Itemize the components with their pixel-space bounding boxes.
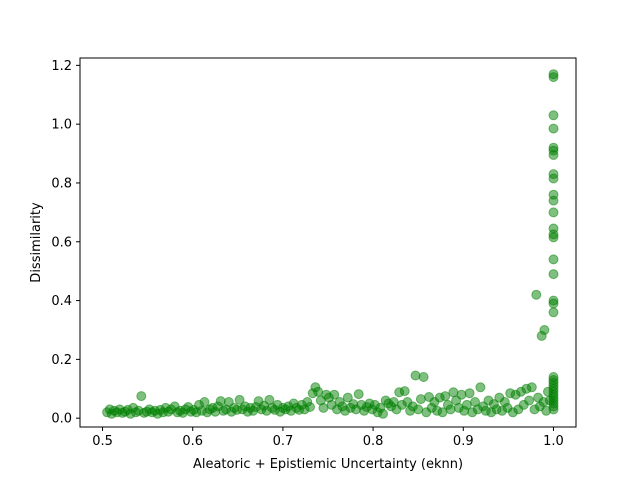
x-tick-label: 0.5: [92, 434, 113, 449]
data-point: [548, 195, 559, 206]
data-point: [378, 408, 388, 419]
data-point: [548, 150, 559, 160]
data-point: [548, 307, 559, 318]
data-point: [548, 173, 559, 184]
data-point: [524, 395, 535, 406]
y-tick-label: 1.0: [51, 118, 72, 133]
data-point: [531, 289, 542, 300]
y-tick-label: 0.8: [51, 176, 72, 191]
y-tick-label: 0.4: [51, 294, 72, 309]
y-tick-label: 0.6: [51, 235, 72, 250]
data-point: [399, 386, 410, 397]
data-point: [548, 269, 559, 280]
data-point: [464, 388, 475, 399]
x-tick-label: 1.0: [543, 434, 564, 449]
x-axis-label: Aleatoric + Epistiemic Uncertainty (eknn…: [193, 457, 463, 472]
y-axis-ticks: 0.0 0.2 0.4 0.6 0.8 1.0 1.2: [51, 59, 80, 427]
data-point: [475, 382, 486, 393]
x-tick-label: 0.9: [453, 434, 474, 449]
data-point: [456, 389, 467, 400]
data-point: [410, 370, 421, 381]
data-points: [102, 69, 559, 419]
y-tick-label: 0.0: [51, 412, 72, 427]
data-point: [548, 404, 559, 415]
data-point: [526, 382, 537, 393]
data-point: [440, 391, 451, 402]
data-point: [548, 110, 559, 121]
data-point: [329, 389, 340, 400]
data-point: [548, 298, 559, 309]
data-point: [548, 232, 559, 243]
data-point: [548, 207, 559, 218]
data-point: [415, 394, 426, 405]
data-point: [136, 391, 147, 402]
data-point: [215, 396, 226, 407]
data-point: [305, 402, 315, 412]
data-point: [234, 394, 245, 405]
plot-frame: [79, 57, 577, 428]
data-point: [448, 387, 459, 398]
data-point: [548, 254, 559, 265]
x-tick-label: 0.6: [182, 434, 203, 449]
data-point: [418, 372, 429, 382]
data-point: [539, 325, 550, 335]
y-tick-label: 0.2: [51, 353, 72, 368]
x-axis-ticks: 0.5 0.6 0.7 0.8 0.9 1.0: [92, 427, 564, 449]
x-tick-label: 0.7: [273, 434, 294, 449]
data-point: [342, 392, 353, 403]
data-point: [548, 123, 559, 134]
data-point: [353, 389, 364, 400]
y-tick-label: 1.2: [51, 59, 72, 74]
y-axis-label: Dissimilarity: [29, 202, 44, 283]
data-point: [445, 404, 456, 415]
x-tick-label: 0.8: [363, 434, 384, 449]
data-point: [199, 397, 210, 407]
data-point: [548, 72, 559, 83]
